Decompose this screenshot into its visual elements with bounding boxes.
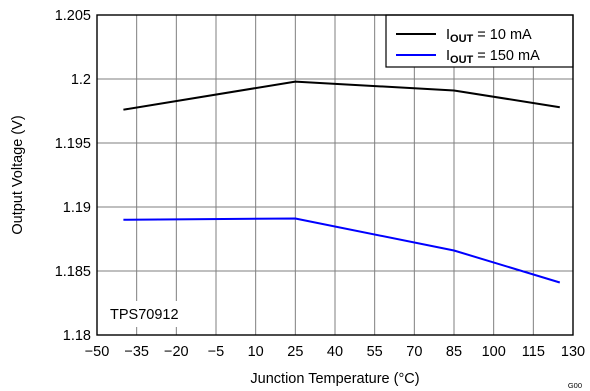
figure-tag: G00 — [568, 381, 582, 390]
legend-label-10ma: IOUT = 10 mA — [446, 27, 532, 45]
x-tick-label: 25 — [287, 344, 303, 360]
y-tick-label: 1.205 — [55, 8, 91, 24]
annotation-backing — [104, 301, 202, 327]
x-tick-label: −5 — [208, 344, 225, 360]
plot-frame — [96, 14, 574, 336]
part-number-annotation: TPS70912 — [104, 301, 202, 327]
y-tick-label: 1.2 — [71, 72, 91, 88]
series-line-10ma — [123, 80, 560, 111]
legend-label-10ma-rest: = 10 mA — [473, 27, 532, 43]
grid-lines — [97, 15, 573, 335]
x-tick-label: 130 — [561, 344, 585, 360]
legend-label-150ma: IOUT = 150 mA — [446, 48, 540, 66]
y-axis-title: Output Voltage (V) — [10, 115, 26, 234]
x-tick-label: −35 — [124, 344, 149, 360]
tick-labels: −50 −35 −20 −5 10 25 40 55 70 85 100 115 130 1.18 1.18… — [55, 8, 585, 360]
y-tick-label: 1.185 — [55, 264, 91, 280]
series-line-150ma — [123, 217, 561, 284]
y-tick-label: 1.18 — [63, 328, 91, 344]
x-axis-title: Junction Temperature (°C) — [250, 371, 419, 387]
legend: IOUT = 10 mA IOUT = 150 mA — [385, 14, 574, 68]
legend-box — [385, 14, 574, 68]
x-tick-label: 85 — [446, 344, 462, 360]
x-tick-label: −20 — [164, 344, 189, 360]
x-tick-label: 115 — [522, 344, 545, 360]
legend-label-150ma-main: I — [446, 48, 450, 64]
x-tick-label: −50 — [85, 344, 110, 360]
series-lines — [123, 80, 561, 284]
y-tick-label: 1.195 — [55, 136, 91, 152]
y-tick-label: 1.19 — [63, 200, 91, 216]
annotation-text: TPS70912 — [110, 307, 179, 323]
x-tick-label: 100 — [482, 344, 506, 360]
legend-label-150ma-sub: OUT — [450, 54, 474, 66]
legend-label-10ma-main: I — [446, 27, 450, 43]
x-tick-label: 70 — [406, 344, 422, 360]
legend-label-10ma-sub: OUT — [450, 33, 474, 45]
x-tick-label: 55 — [367, 344, 383, 360]
x-tick-label: 10 — [248, 344, 264, 360]
x-tick-label: 40 — [327, 344, 343, 360]
legend-label-150ma-rest: = 150 mA — [473, 48, 540, 64]
